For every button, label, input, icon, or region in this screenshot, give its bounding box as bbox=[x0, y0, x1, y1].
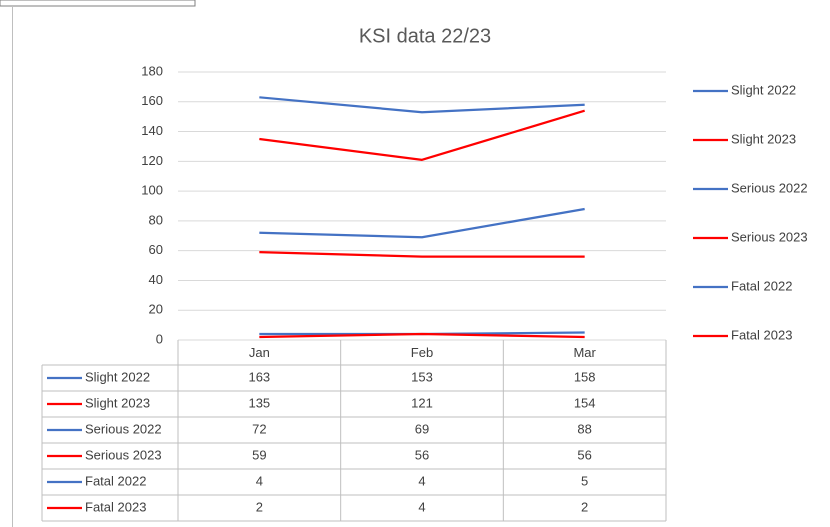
table-cell: 59 bbox=[252, 447, 266, 462]
table-cell: 121 bbox=[411, 395, 433, 410]
legend-label: Slight 2022 bbox=[731, 82, 796, 97]
legend-label: Fatal 2022 bbox=[731, 278, 792, 293]
y-tick-label: 20 bbox=[149, 302, 163, 317]
table-cell: 72 bbox=[252, 421, 266, 436]
legend-label: Serious 2023 bbox=[731, 229, 808, 244]
y-tick-label: 80 bbox=[149, 212, 163, 227]
table-row-label: Serious 2022 bbox=[85, 421, 162, 436]
table-cell: 135 bbox=[248, 395, 270, 410]
table-cell: 69 bbox=[415, 421, 429, 436]
table-cell: 56 bbox=[415, 447, 429, 462]
table-cell: 153 bbox=[411, 369, 433, 384]
table-cell: 2 bbox=[581, 499, 588, 514]
legend-label: Slight 2023 bbox=[731, 131, 796, 146]
table-row-label: Slight 2022 bbox=[85, 369, 150, 384]
series-line bbox=[259, 332, 585, 339]
table-cell: 5 bbox=[581, 473, 588, 488]
table-row-label: Serious 2023 bbox=[85, 447, 162, 462]
table-cell: 4 bbox=[418, 499, 425, 514]
table-cell: 4 bbox=[418, 473, 425, 488]
table-header: Mar bbox=[573, 345, 596, 360]
series-line bbox=[259, 109, 585, 161]
table-cell: 4 bbox=[256, 473, 263, 488]
series-line bbox=[259, 207, 585, 239]
chart-title: KSI data 22/23 bbox=[359, 25, 491, 47]
table-cell: 163 bbox=[248, 369, 270, 384]
legend-label: Serious 2022 bbox=[731, 180, 808, 195]
frame-tab bbox=[0, 0, 196, 7]
y-tick-label: 160 bbox=[141, 93, 163, 108]
table-header: Feb bbox=[411, 345, 433, 360]
table-header: Jan bbox=[249, 345, 270, 360]
y-tick-label: 40 bbox=[149, 272, 163, 287]
table-cell: 2 bbox=[256, 499, 263, 514]
y-tick-label: 120 bbox=[141, 153, 163, 168]
table-cell: 158 bbox=[574, 369, 596, 384]
table-cell: 88 bbox=[577, 421, 591, 436]
table-row-label: Fatal 2022 bbox=[85, 473, 146, 488]
table-cell: 56 bbox=[577, 447, 591, 462]
table-cell: 154 bbox=[574, 395, 596, 410]
y-tick-label: 0 bbox=[156, 331, 163, 346]
y-tick-label: 60 bbox=[149, 242, 163, 257]
table-row-label: Slight 2023 bbox=[85, 395, 150, 410]
y-tick-label: 100 bbox=[141, 183, 163, 198]
series-line bbox=[259, 251, 585, 258]
series-line bbox=[259, 96, 585, 114]
y-tick-label: 180 bbox=[141, 63, 163, 78]
table-row-label: Fatal 2023 bbox=[85, 499, 146, 514]
y-tick-label: 140 bbox=[141, 123, 163, 138]
legend-label: Fatal 2023 bbox=[731, 327, 792, 342]
